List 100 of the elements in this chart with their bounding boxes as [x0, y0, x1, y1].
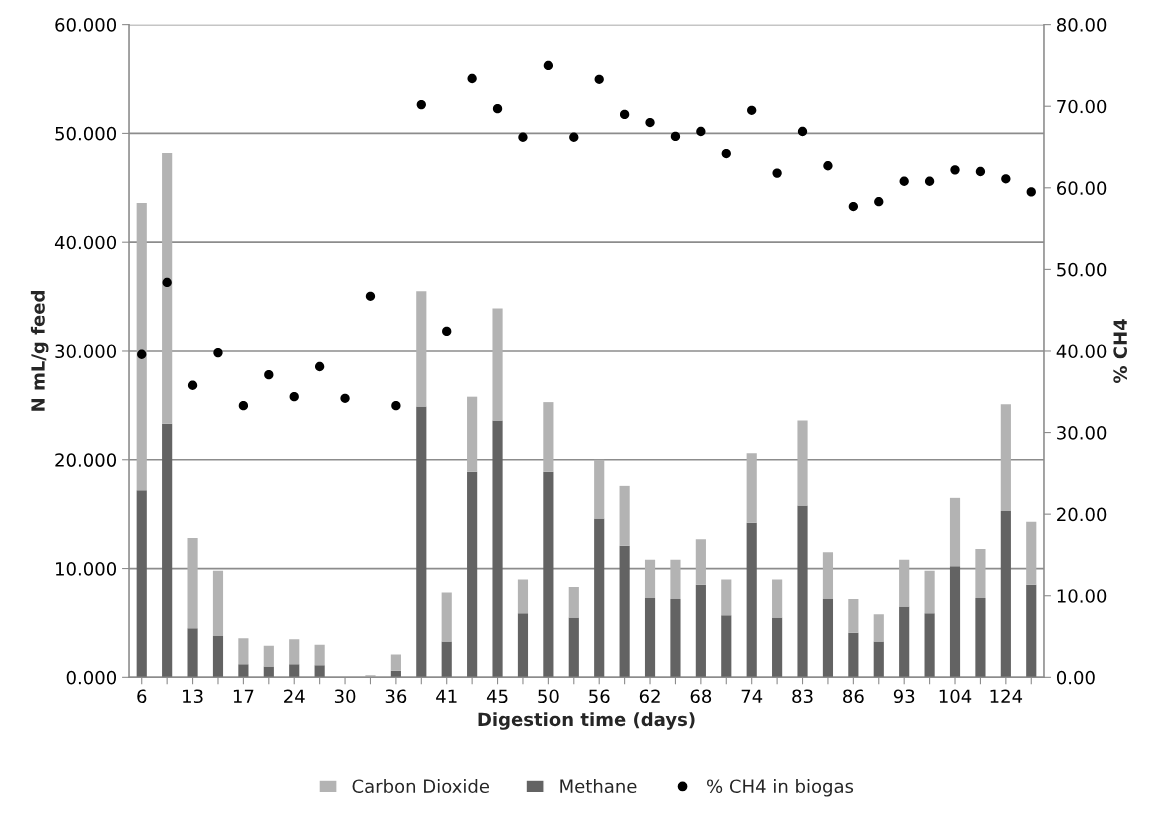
point [187, 380, 198, 390]
point [518, 132, 528, 142]
bar [873, 614, 884, 642]
x-tick-label: 36 [385, 689, 407, 704]
bar [517, 613, 529, 678]
x-tick-label: 124 [990, 689, 1023, 703]
bar [314, 644, 325, 666]
point [670, 131, 681, 142]
x-tick-label: 45 [486, 689, 508, 704]
bar [263, 645, 274, 667]
bar [644, 559, 656, 598]
bar [568, 587, 579, 618]
point [314, 361, 325, 372]
legend-label: Methane [560, 779, 637, 794]
bar [695, 584, 706, 678]
bar [594, 518, 605, 678]
y-tick-label: 50.000 [55, 126, 117, 141]
x-tick-label: 17 [233, 689, 254, 703]
point [162, 277, 172, 288]
bar [619, 545, 630, 678]
point [492, 104, 503, 114]
bar [1000, 510, 1011, 678]
bar [644, 597, 656, 678]
x-tick-label: 41 [436, 689, 457, 703]
y2-tick-label: 30.00 [1057, 426, 1107, 440]
point [416, 99, 426, 110]
bar [162, 152, 173, 424]
bar [975, 548, 986, 598]
x-tick-label: 6 [137, 689, 147, 704]
bar [797, 505, 808, 678]
bar [289, 639, 300, 665]
y-axis-title: N mL/g feed [30, 291, 49, 411]
bar [492, 308, 503, 421]
bar [873, 641, 884, 678]
y2-axis-title: % CH4 [1113, 319, 1127, 384]
y-tick-label: 10.000 [56, 562, 117, 576]
point [772, 168, 782, 178]
x-tick-label: 50 [538, 689, 559, 704]
x-tick-label: 83 [792, 689, 813, 704]
y2-tick-label: 70.00 [1057, 99, 1107, 114]
bar [670, 559, 681, 599]
y-tick-label: 60.000 [55, 18, 117, 32]
point [696, 126, 706, 137]
bar [517, 579, 529, 614]
bar [975, 597, 986, 678]
bar [187, 628, 198, 678]
x-axis-title: Digestion time (days) [478, 712, 695, 730]
x-tick-label: 93 [893, 689, 915, 704]
point [848, 201, 859, 212]
x-tick-label: 62 [639, 689, 660, 704]
y2-tick-label: 0.00 [1056, 670, 1095, 685]
point [569, 132, 579, 142]
bar [822, 552, 834, 599]
bar [848, 632, 859, 678]
point [264, 369, 274, 380]
bar [390, 670, 401, 678]
legend-label: Carbon Dioxide [352, 779, 490, 794]
bar [365, 675, 376, 678]
y-tick-label: 40.000 [54, 235, 117, 250]
x-tick-label: 13 [183, 689, 203, 704]
point [874, 197, 884, 207]
legend-label: % CH4 in biogas [707, 779, 854, 797]
bar [212, 635, 224, 678]
bar [797, 420, 808, 506]
bar [924, 570, 935, 614]
bar [721, 615, 732, 678]
point [747, 105, 757, 115]
point [797, 126, 808, 137]
bar [212, 570, 224, 636]
x-tick-label: 56 [589, 689, 610, 704]
point [619, 109, 630, 120]
bar [721, 579, 732, 616]
bar [416, 291, 427, 407]
bar [924, 613, 935, 678]
point [289, 392, 299, 402]
point [213, 347, 223, 358]
bar [187, 538, 198, 629]
point [467, 73, 477, 84]
bar [492, 420, 503, 678]
bar [238, 664, 249, 678]
point [594, 74, 604, 84]
bar [568, 617, 579, 678]
point [645, 117, 655, 128]
point [543, 60, 554, 71]
bar [136, 203, 147, 491]
y-tick-label: 20.000 [55, 453, 117, 467]
bar [1000, 404, 1011, 511]
bar [949, 566, 961, 678]
y-tick-label: 0.000 [66, 670, 117, 685]
bar [416, 406, 427, 678]
y-tick-label: 30.000 [55, 344, 117, 359]
bar [822, 599, 834, 678]
bar [136, 490, 147, 678]
y2-tick-label: 60.00 [1057, 181, 1107, 195]
x-tick-label: 30 [334, 689, 356, 704]
point [391, 400, 401, 411]
bar [899, 606, 910, 678]
point [340, 393, 350, 403]
bar [619, 485, 630, 546]
point [721, 148, 731, 159]
